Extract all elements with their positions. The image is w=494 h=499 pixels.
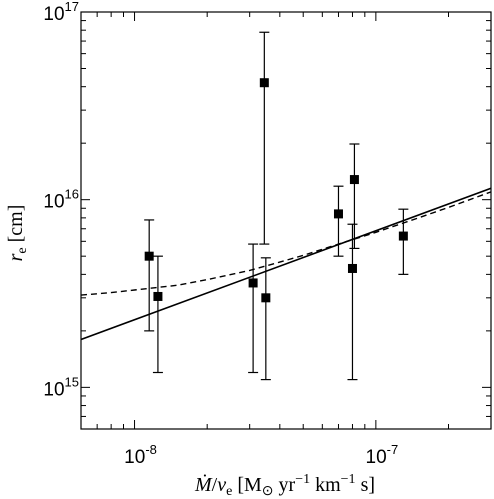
y-axis-label: re [cm] [5, 205, 30, 262]
data-point-6 [347, 263, 357, 273]
plot-frame [80, 11, 492, 430]
data-point-0 [144, 251, 154, 261]
x-axis-label: Ṁ/ve [M⊙ yr−1 km−1 s] [194, 472, 375, 499]
tick-layer [80, 11, 492, 430]
solid-fit-line [81, 187, 491, 341]
y-tick-label-1e16: 1016 [43, 187, 79, 213]
error-bar-1 [152, 255, 163, 374]
data-point-8 [398, 231, 408, 241]
error-bar-0 [144, 219, 155, 332]
data-point-3 [259, 78, 269, 88]
error-bar-6 [347, 223, 358, 381]
data-point-1 [153, 291, 163, 301]
y-tick-label-1e15: 1015 [43, 374, 79, 400]
data-point-2 [248, 278, 258, 288]
marker-layer [144, 78, 408, 303]
error-bar-4 [260, 257, 271, 381]
y-tick-label-1e17: 1017 [43, 0, 79, 25]
error-bar-8 [398, 208, 409, 275]
data-point-5 [333, 209, 343, 219]
error-bar-5 [333, 185, 344, 257]
x-tick-label-1e-8: 10-8 [124, 442, 157, 468]
error-bar-3 [259, 31, 270, 245]
data-point-7 [349, 175, 359, 185]
error-bar-7 [349, 143, 360, 250]
data-point-4 [261, 293, 271, 303]
dashed-model-curve [81, 191, 491, 296]
error-bar-2 [248, 243, 259, 374]
x-tick-label-1e-7: 10-7 [366, 442, 399, 468]
errorbar-layer [144, 31, 409, 381]
lines-layer [81, 187, 491, 341]
